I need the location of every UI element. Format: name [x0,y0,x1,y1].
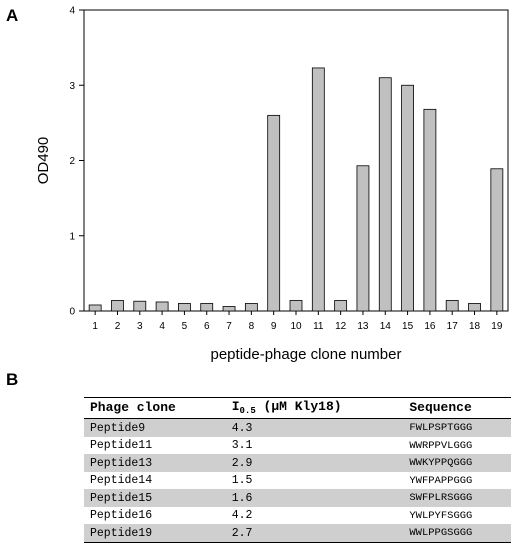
y-tick-label: 1 [69,231,75,242]
panel-label-a: A [6,6,19,25]
table-row: Peptide16 4.2 YWLPYFSGGG [84,507,511,525]
header-i05-subscript: 0.5 [239,406,256,416]
y-tick-label: 3 [69,81,75,92]
bar [468,303,481,312]
header-i05: I0.5 (μM Kly18) [225,397,404,419]
cell-i05: 3.1 [231,439,253,453]
table-row: Peptide14 1.5 YWFPAPPGGG [84,472,511,490]
x-tick-label: 18 [469,321,481,332]
x-tick-label: 14 [380,321,392,332]
cell-sequence: YWFPAPPGGG [409,474,473,487]
bar [244,303,258,312]
bar [155,301,169,312]
bar [178,303,191,312]
table-row: Peptide13 2.9 WWKYPPQGGG [84,454,511,472]
cell-sequence: FWLPSPTGGG [403,418,511,437]
table-row: Peptide11 3.1 WWRPPVLGGG [84,437,511,455]
x-tick-label: 10 [290,321,302,332]
x-tick-label: 3 [137,321,143,332]
x-tick-label: 1 [92,321,98,332]
table-header-row: Phage clone I0.5 (μM Kly18) Sequence [84,397,511,419]
cell-i05: 4.3 [225,418,404,437]
header-i05-unit: (μM Kly18) [263,399,342,414]
y-tick-label: 2 [69,156,75,167]
bar [88,304,102,312]
x-tick-label: 16 [424,321,436,332]
x-tick-label: 17 [447,321,459,332]
bar [222,306,236,312]
cell-clone: Peptide9 [84,418,226,437]
x-tick-label: 19 [491,321,503,332]
cell-i05: 4.2 [231,509,253,523]
bar [423,108,437,312]
x-axis-title: peptide-phage clone number [211,346,402,363]
cell-clone: Peptide16 [90,509,153,523]
cell-clone: Peptide14 [90,474,153,488]
y-tick-label: 4 [69,6,75,17]
cell-sequence: WWLPPGSGGG [403,524,511,543]
header-sequence: Sequence [403,397,511,419]
bar [267,114,281,312]
chart-axes [79,9,509,315]
y-axis-title: OD490 [35,137,52,185]
cell-sequence: WWRPPVLGGG [409,439,473,452]
header-i05-main: I [231,399,240,414]
panel-label-b: B [6,370,19,389]
x-tick-label: 2 [115,321,121,332]
cell-i05: 2.9 [225,454,404,472]
cell-sequence: SWFPLRSGGG [403,489,511,507]
x-tick-label: 8 [249,321,255,332]
cell-clone: Peptide13 [84,454,226,472]
cell-i05: 1.6 [225,489,404,507]
cell-clone: Peptide15 [84,489,226,507]
bar [111,300,124,312]
header-phage-clone: Phage clone [84,397,226,419]
cell-i05: 2.7 [225,524,404,543]
y-tick-label: 0 [69,307,75,318]
x-tick-label: 7 [226,321,232,332]
cell-i05: 1.5 [231,474,253,488]
bar [356,165,370,312]
cell-clone: Peptide11 [90,439,153,453]
x-tick-label: 6 [204,321,210,332]
x-tick-label: 13 [357,321,369,332]
bar [401,84,414,312]
bar [334,300,348,312]
bar [445,300,459,312]
plot-frame [83,9,509,312]
bar [490,168,504,312]
cell-clone: Peptide19 [84,524,226,543]
x-tick-label: 11 [313,321,324,332]
chart-bars [88,67,504,312]
bar [378,77,392,312]
x-tick-label: 9 [271,321,277,332]
table-row: Peptide15 1.6 SWFPLRSGGG [84,489,511,507]
phage-clone-table: Phage clone I0.5 (μM Kly18) Sequence Pep… [84,397,511,543]
bar [200,303,214,312]
x-tick-label: 5 [182,321,188,332]
bar [133,300,147,312]
cell-sequence: YWLPYFSGGG [409,509,473,522]
cell-sequence: WWKYPPQGGG [403,454,511,472]
bar [289,300,303,312]
x-tick-label: 4 [159,321,165,332]
bar [311,67,325,312]
x-tick-label: 12 [335,321,347,332]
table-row: Peptide19 2.7 WWLPPGSGGG [84,524,511,543]
table-row: Peptide9 4.3 FWLPSPTGGG [84,418,511,437]
x-tick-label: 15 [402,321,414,332]
